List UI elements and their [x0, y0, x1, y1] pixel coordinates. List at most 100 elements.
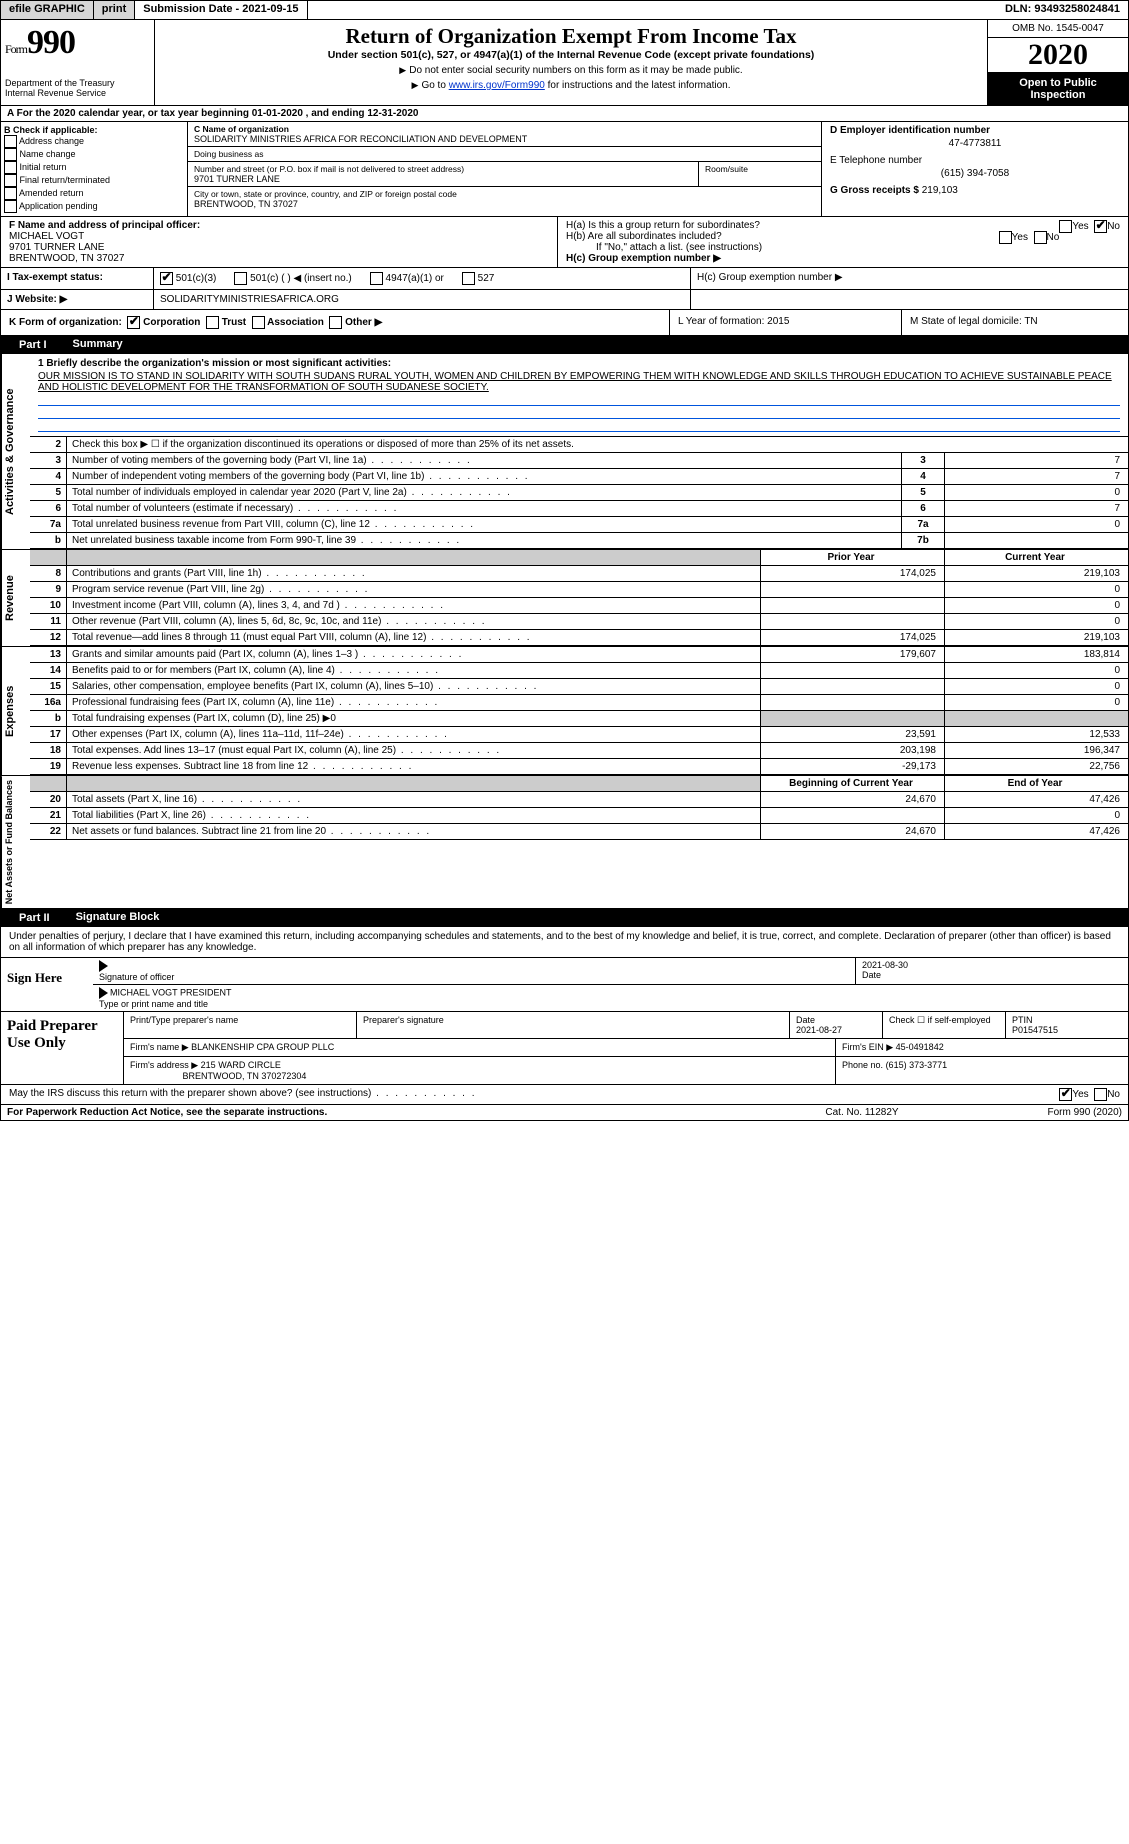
ha-yes[interactable]: Yes [1072, 221, 1088, 232]
chk-initial-return[interactable]: Initial return [4, 161, 184, 174]
table-row: 9Program service revenue (Part VIII, lin… [30, 582, 1128, 598]
preparer-date-label: Date [796, 1015, 815, 1025]
chk-amended-return[interactable]: Amended return [4, 187, 184, 200]
mission-text: OUR MISSION IS TO STAND IN SOLIDARITY WI… [38, 371, 1120, 393]
department-label: Department of the Treasury Internal Reve… [5, 78, 150, 98]
net-assets-table: 20Total assets (Part X, line 16)24,67047… [30, 792, 1128, 840]
efile-button[interactable]: efile GRAPHIC [1, 1, 94, 19]
ha-no[interactable]: No [1107, 221, 1120, 232]
chk-final-return[interactable]: Final return/terminated [4, 174, 184, 187]
self-employed-chk[interactable]: Check ☐ if self-employed [883, 1012, 1006, 1038]
form-of-org-row: K Form of organization: ✔ Corporation Tr… [1, 310, 1128, 336]
table-row: 17Other expenses (Part IX, column (A), l… [30, 727, 1128, 743]
form-title-box: Return of Organization Exempt From Incom… [155, 20, 987, 105]
gross-value: 219,103 [922, 185, 958, 196]
omb-number: OMB No. 1545-0047 [988, 20, 1128, 38]
table-row: 8Contributions and grants (Part VIII, li… [30, 566, 1128, 582]
discuss-text: May the IRS discuss this return with the… [9, 1088, 1059, 1101]
revenue-header: Prior Year Current Year [30, 550, 1128, 566]
chk-527[interactable]: 527 [462, 272, 494, 285]
submission-date: Submission Date - 2021-09-15 [135, 1, 307, 19]
table-row: 7aTotal unrelated business revenue from … [30, 517, 1128, 533]
officer-name: MICHAEL VOGT [9, 231, 549, 242]
vtab-net: Net Assets or Fund Balances [1, 776, 30, 908]
discuss-no[interactable]: No [1107, 1089, 1120, 1100]
top-toolbar: efile GRAPHIC print Submission Date - 20… [0, 0, 1129, 20]
governance-table: 2Check this box ▶ ☐ if the organization … [30, 437, 1128, 453]
hc-row: H(c) Group exemption number ▶ [691, 268, 1128, 289]
part1-title: Summary [73, 338, 123, 352]
instructions-link[interactable]: www.irs.gov/Form990 [449, 80, 545, 91]
activities-governance-section: Activities & Governance 1 Briefly descri… [1, 354, 1128, 550]
chk-other[interactable]: Other ▶ [329, 317, 382, 328]
chk-4947[interactable]: 4947(a)(1) or [370, 272, 444, 285]
net-header: Beginning of Current Year End of Year [30, 776, 1128, 792]
chk-application-pending[interactable]: Application pending [4, 200, 184, 213]
ein-value: 47-4773811 [830, 138, 1120, 149]
org-name-label: C Name of organization [194, 124, 815, 134]
chk-name-change[interactable]: Name change [4, 148, 184, 161]
hb-yes[interactable]: Yes [1012, 232, 1028, 243]
instructions-link-row: Go to www.irs.gov/Form990 for instructio… [159, 80, 983, 91]
city-value: BRENTWOOD, TN 37027 [194, 199, 815, 209]
net-assets-section: Net Assets or Fund Balances Beginning of… [1, 776, 1128, 909]
mission-block: 1 Briefly describe the organization's mi… [30, 354, 1128, 437]
firm-addr-label: Firm's address ▶ [130, 1060, 198, 1070]
prior-year-hdr: Prior Year [761, 550, 945, 566]
current-year-hdr: Current Year [945, 550, 1129, 566]
tax-year-range: A For the 2020 calendar year, or tax yea… [1, 106, 1128, 122]
chk-assoc[interactable]: Association [252, 317, 324, 328]
chk-501c[interactable]: 501(c) ( ) ◀ (insert no.) [234, 272, 351, 285]
part2-header: Part II Signature Block [1, 909, 1128, 927]
table-row: 22Net assets or fund balances. Subtract … [30, 824, 1128, 840]
firm-ein-label: Firm's EIN ▶ [842, 1042, 893, 1052]
officer-addr1: 9701 TURNER LANE [9, 242, 549, 253]
officer-printed: MICHAEL VOGT PRESIDENT [110, 988, 232, 998]
b-label: B Check if applicable: [4, 125, 184, 135]
room-label: Room/suite [705, 164, 815, 174]
table-row: 21Total liabilities (Part X, line 26)0 [30, 808, 1128, 824]
tel-label: E Telephone number [830, 155, 1120, 166]
print-button[interactable]: print [94, 1, 135, 19]
j-label: J Website: ▶ [1, 290, 154, 309]
table-row: 20Total assets (Part X, line 16)24,67047… [30, 792, 1128, 808]
revenue-table: 8Contributions and grants (Part VIII, li… [30, 566, 1128, 646]
chk-address-change[interactable]: Address change [4, 135, 184, 148]
ein-label: D Employer identification number [830, 125, 1120, 136]
vtab-revenue: Revenue [1, 550, 30, 646]
ptin-value: P01547515 [1012, 1025, 1058, 1035]
part2-number: Part II [9, 911, 60, 925]
table-row: 11Other revenue (Part VIII, column (A), … [30, 614, 1128, 630]
ssn-warning: Do not enter social security numbers on … [159, 65, 983, 76]
sig-date-value: 2021-08-30 [862, 960, 908, 970]
vtab-expenses: Expenses [1, 647, 30, 775]
end-year-hdr: End of Year [945, 776, 1129, 792]
addr-label: Number and street (or P.O. box if mail i… [194, 164, 692, 174]
ha-label: H(a) Is this a group return for subordin… [566, 220, 760, 231]
website-value: SOLIDARITYMINISTRIESAFRICA.ORG [154, 290, 691, 309]
hb-no[interactable]: No [1047, 232, 1060, 243]
chk-trust[interactable]: Trust [206, 317, 246, 328]
chk-corp[interactable]: ✔ Corporation [127, 317, 200, 328]
part1-number: Part I [9, 338, 57, 352]
arrow-icon [99, 960, 108, 972]
q2-text: Check this box ▶ ☐ if the organization d… [67, 437, 1129, 453]
table-row: 19Revenue less expenses. Subtract line 1… [30, 759, 1128, 775]
table-row: 4Number of independent voting members of… [30, 469, 1128, 485]
sig-officer-label: Signature of officer [99, 972, 174, 982]
goto-suffix: for instructions and the latest informat… [545, 80, 731, 91]
discuss-row: May the IRS discuss this return with the… [1, 1085, 1128, 1105]
website-row: J Website: ▶ SOLIDARITYMINISTRIESAFRICA.… [1, 290, 1128, 310]
open-public-badge: Open to Public Inspection [988, 73, 1128, 105]
table-row: 12Total revenue—add lines 8 through 11 (… [30, 630, 1128, 646]
discuss-yes[interactable]: Yes [1072, 1089, 1088, 1100]
firm-addr2: BRENTWOOD, TN 370272304 [183, 1071, 307, 1081]
form-container: Form990 Department of the Treasury Inter… [0, 20, 1129, 1121]
section-bcd: B Check if applicable: Address change Na… [1, 122, 1128, 217]
form-header: Form990 Department of the Treasury Inter… [1, 20, 1128, 106]
chk-501c3[interactable]: ✔ 501(c)(3) [160, 272, 216, 285]
org-name: SOLIDARITY MINISTRIES AFRICA FOR RECONCI… [194, 134, 815, 144]
f-label: F Name and address of principal officer: [9, 220, 549, 231]
part2-title: Signature Block [76, 911, 160, 925]
table-row: 16aProfessional fundraising fees (Part I… [30, 695, 1128, 711]
